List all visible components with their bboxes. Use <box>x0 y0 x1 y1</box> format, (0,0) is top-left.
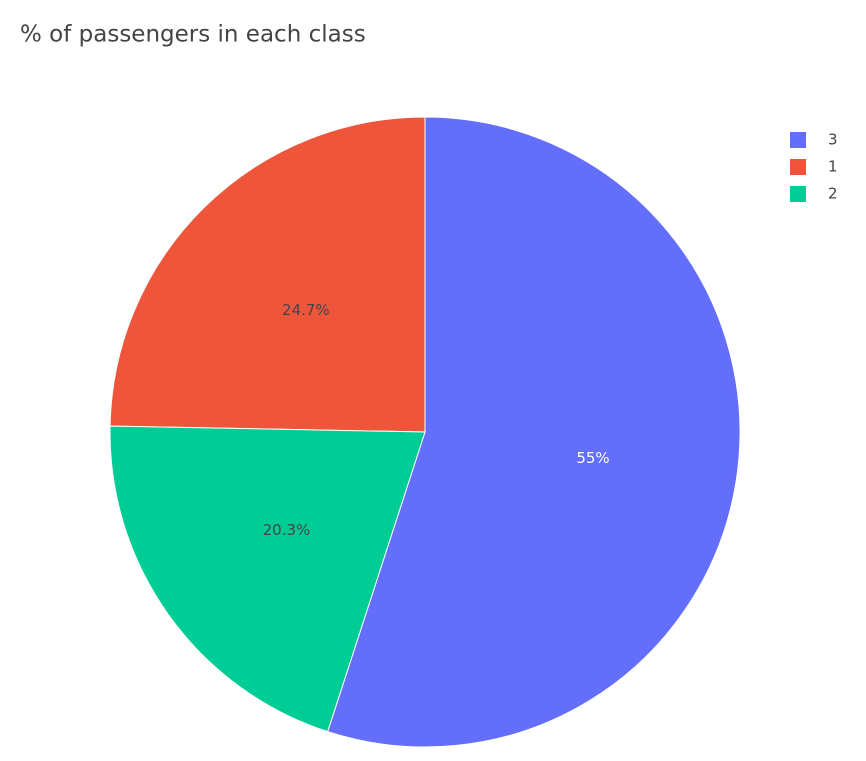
legend-label[interactable]: 1 <box>828 158 838 176</box>
slice-label: 24.7% <box>282 301 330 319</box>
legend-swatch[interactable] <box>790 186 806 202</box>
pie-slice[interactable] <box>327 116 741 748</box>
legend-label[interactable]: 3 <box>828 131 838 149</box>
legend-swatch[interactable] <box>790 159 806 175</box>
pie-slice[interactable] <box>109 116 426 433</box>
legend-swatch[interactable] <box>790 132 806 148</box>
legend-label[interactable]: 2 <box>828 185 838 203</box>
pie: 55% 24.7% 20.3% <box>109 116 741 748</box>
pie-slice[interactable] <box>109 425 426 733</box>
slice-label: 20.3% <box>263 521 311 539</box>
chart-title: % of passengers in each class <box>20 22 366 48</box>
slice-label: 55% <box>576 449 609 467</box>
legend: 3 1 2 <box>790 131 838 203</box>
